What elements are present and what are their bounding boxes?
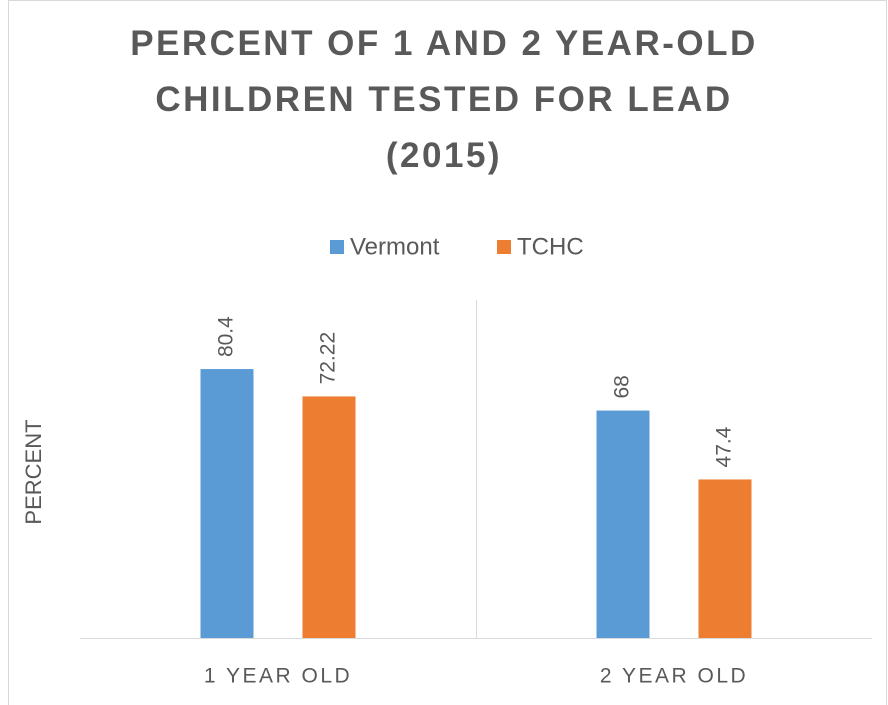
legend-label: TCHC xyxy=(517,233,584,260)
bar xyxy=(302,396,356,638)
legend-swatch xyxy=(497,240,511,254)
bar xyxy=(596,410,650,638)
x-tick-label: 1 YEAR OLD xyxy=(204,665,352,688)
chart-border xyxy=(8,0,887,705)
x-tick-label: 2 YEAR OLD xyxy=(600,665,748,688)
data-label: 47.4 xyxy=(713,426,736,467)
data-label: 72.22 xyxy=(317,332,340,385)
data-label: 68 xyxy=(611,375,634,398)
y-axis-label: PERCENT xyxy=(21,419,46,524)
bar xyxy=(698,479,752,638)
chart-title: PERCENT OF 1 AND 2 YEAR-OLD CHILDREN TES… xyxy=(130,24,758,175)
legend-label: Vermont xyxy=(350,233,440,260)
legend-swatch xyxy=(330,240,344,254)
bar xyxy=(200,369,254,638)
data-label: 80.4 xyxy=(215,316,238,357)
